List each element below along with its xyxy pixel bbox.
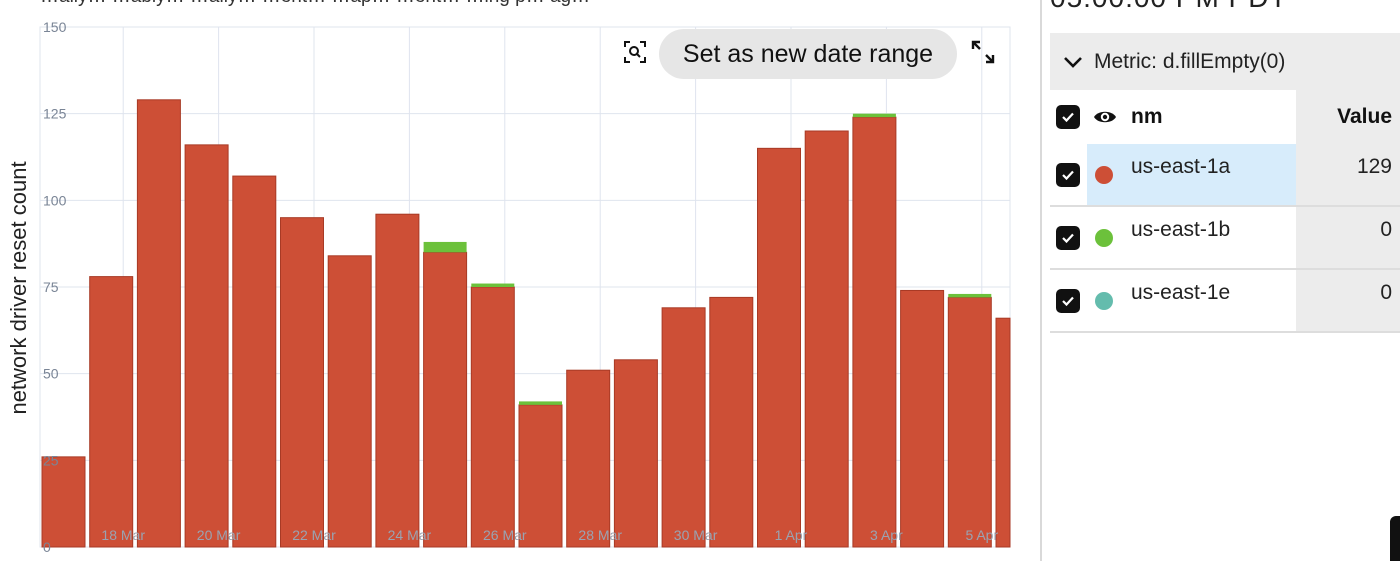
y-axis-ticks: 0 25 50 75 100 125 150 [43, 19, 67, 555]
set-date-range-button[interactable]: Set as new date range [659, 29, 957, 79]
x-axis-ticks: 18 Mar 20 Mar 22 Mar 24 Mar 26 Mar 28 Mar 30 M… [101, 527, 998, 543]
legend-row-us-east-1b[interactable]: us-east-1b 0 [1050, 207, 1400, 270]
series-checkbox[interactable] [1056, 289, 1080, 313]
bar-us-east-1a[interactable] [804, 130, 849, 548]
bar-us-east-1a[interactable] [518, 404, 563, 548]
legend-table: nm Value us-east-1a 129 us-east-1b 0 [1050, 90, 1400, 333]
x-tick-label: 28 Mar [578, 527, 622, 543]
value-column-header: Value [1296, 90, 1400, 144]
series-value: 0 [1380, 281, 1392, 304]
bar-us-east-1a[interactable] [661, 307, 706, 548]
x-tick-label: 18 Mar [101, 527, 145, 543]
legend-name-cell: us-east-1b [1087, 207, 1296, 268]
legend-row-us-east-1e[interactable]: us-east-1e 0 [1050, 270, 1400, 333]
metric-label: Metric: d.fillEmpty(0) [1094, 49, 1286, 73]
x-tick-label: 5 Apr [965, 527, 998, 543]
chevron-down-icon [1062, 51, 1084, 73]
bar-us-east-1a[interactable] [136, 99, 181, 548]
x-tick-label: 24 Mar [388, 527, 432, 543]
y-tick-label: 0 [43, 539, 51, 555]
bar-us-east-1b[interactable] [519, 401, 562, 405]
series-name: us-east-1a [1131, 155, 1231, 178]
bar-us-east-1b[interactable] [852, 113, 896, 118]
bar-us-east-1a[interactable] [852, 116, 897, 548]
legend-row-us-east-1a[interactable]: us-east-1a 129 [1050, 144, 1400, 207]
legend-value-cell: 129 [1296, 144, 1400, 205]
timestamp: 05:00:00 PM PDT [1050, 0, 1288, 14]
bar-us-east-1a[interactable] [327, 255, 372, 548]
expand-icon[interactable] [966, 35, 1000, 69]
panel-divider [1040, 0, 1042, 561]
legend-name-cell: us-east-1a [1087, 144, 1296, 205]
value-column-label[interactable]: Value [1337, 105, 1392, 128]
bar-us-east-1a[interactable] [89, 276, 134, 548]
bar-us-east-1a[interactable] [423, 251, 468, 548]
series-value: 0 [1380, 218, 1392, 241]
top-caption: …ally… …ably… …ally… …ent… …ap… …ent… …i… [40, 0, 590, 8]
chart-bars [41, 99, 1011, 548]
edge-scroll-handle[interactable] [1390, 516, 1400, 561]
bar-us-east-1a[interactable] [470, 286, 515, 548]
y-tick-label: 50 [43, 366, 59, 382]
series-color-dot [1095, 292, 1113, 310]
bar-us-east-1a[interactable] [757, 147, 801, 548]
legend-header-row: nm Value [1050, 90, 1400, 144]
bar-us-east-1a[interactable] [900, 289, 945, 548]
bar-us-east-1a[interactable] [184, 144, 229, 548]
y-tick-label: 25 [43, 452, 59, 468]
series-color-dot [1095, 166, 1113, 184]
bar-us-east-1b[interactable] [423, 241, 467, 253]
bar-us-east-1a[interactable] [566, 369, 611, 548]
x-tick-label: 20 Mar [197, 527, 241, 543]
bar-us-east-1a[interactable] [995, 317, 1011, 548]
x-tick-label: 3 Apr [870, 527, 903, 543]
y-axis-label: network driver reset count [6, 161, 31, 414]
y-tick-label: 125 [43, 106, 67, 122]
x-tick-label: 1 Apr [775, 527, 808, 543]
y-tick-label: 100 [43, 192, 67, 208]
series-value: 129 [1356, 155, 1392, 178]
bar-us-east-1a[interactable] [375, 213, 420, 548]
y-tick-label: 150 [43, 19, 67, 35]
x-tick-label: 26 Mar [483, 527, 527, 543]
series-checkbox[interactable] [1056, 163, 1080, 187]
select-all-checkbox[interactable] [1056, 105, 1080, 129]
series-name: us-east-1b [1131, 218, 1231, 241]
metric-section-header[interactable]: Metric: d.fillEmpty(0) [1050, 33, 1400, 90]
bar-us-east-1a[interactable] [232, 175, 277, 548]
eye-icon[interactable] [1093, 105, 1117, 129]
bar-us-east-1b[interactable] [948, 293, 992, 298]
legend-value-cell: 0 [1296, 207, 1400, 268]
y-tick-label: 75 [43, 279, 59, 295]
name-column-header: nm [1087, 90, 1296, 144]
legend-value-cell: 0 [1296, 270, 1400, 331]
bar-us-east-1a[interactable] [41, 456, 86, 548]
name-column-label[interactable]: nm [1131, 105, 1163, 128]
bar-us-east-1a[interactable] [709, 296, 754, 548]
x-tick-label: 30 Mar [674, 527, 718, 543]
x-tick-label: 22 Mar [292, 527, 336, 543]
bar-us-east-1a[interactable] [280, 217, 324, 548]
series-color-dot [1095, 229, 1113, 247]
zoom-search-icon[interactable] [619, 36, 651, 68]
bar-us-east-1b[interactable] [471, 283, 515, 287]
bar-us-east-1a[interactable] [613, 359, 658, 548]
series-name: us-east-1e [1131, 281, 1231, 304]
bar-us-east-1a[interactable] [947, 296, 992, 548]
chart: 18 Mar 20 Mar 22 Mar 24 Mar 26 Mar 28 Mar 30 M… [6, 19, 1011, 555]
series-checkbox[interactable] [1056, 226, 1080, 250]
legend-name-cell: us-east-1e [1087, 270, 1296, 331]
